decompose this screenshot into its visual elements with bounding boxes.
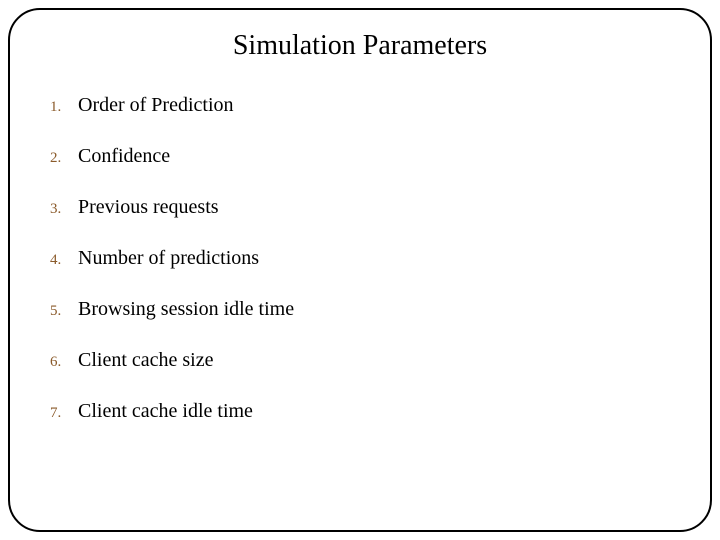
item-text: Number of predictions: [78, 247, 259, 270]
list-item: 5. Browsing session idle time: [50, 298, 670, 321]
item-number: 4.: [50, 252, 78, 269]
item-text: Previous requests: [78, 196, 219, 219]
list-item: 6. Client cache size: [50, 349, 670, 372]
list-item: 4. Number of predictions: [50, 247, 670, 270]
item-text: Confidence: [78, 145, 170, 168]
item-number: 1.: [50, 99, 78, 116]
slide-frame: Simulation Parameters 1. Order of Predic…: [8, 8, 712, 532]
list-item: 1. Order of Prediction: [50, 94, 670, 117]
list-item: 3. Previous requests: [50, 196, 670, 219]
item-text: Client cache size: [78, 349, 214, 372]
item-number: 6.: [50, 354, 78, 371]
item-text: Client cache idle time: [78, 400, 253, 423]
item-number: 2.: [50, 150, 78, 167]
item-text: Order of Prediction: [78, 94, 234, 117]
item-number: 5.: [50, 303, 78, 320]
item-number: 7.: [50, 405, 78, 422]
list-item: 7. Client cache idle time: [50, 400, 670, 423]
item-text: Browsing session idle time: [78, 298, 294, 321]
list-item: 2. Confidence: [50, 145, 670, 168]
slide-title: Simulation Parameters: [50, 30, 670, 62]
item-number: 3.: [50, 201, 78, 218]
parameter-list: 1. Order of Prediction 2. Confidence 3. …: [50, 94, 670, 423]
